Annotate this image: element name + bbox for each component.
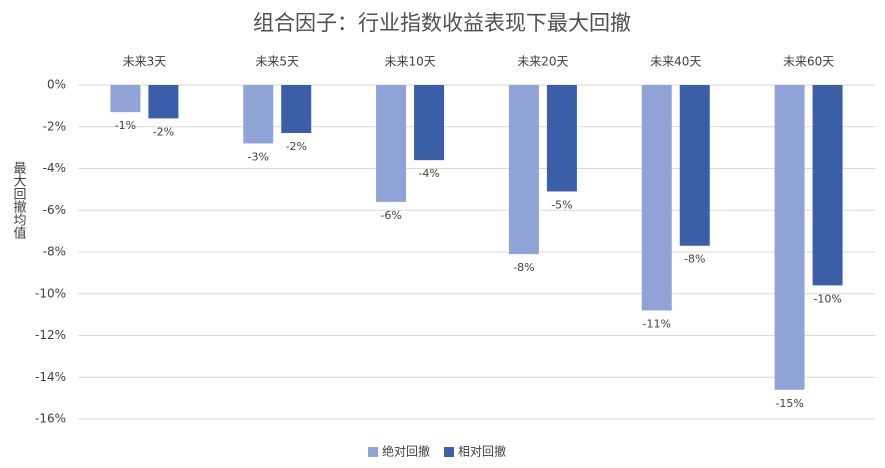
category-label: 未来20天 <box>517 55 568 69</box>
y-tick-label: -8% <box>43 245 66 259</box>
bar <box>148 85 179 119</box>
y-tick-label: -10% <box>35 286 66 300</box>
value-label: -15% <box>775 397 803 410</box>
value-label: -1% <box>115 119 136 132</box>
bar <box>546 85 577 192</box>
value-label: -5% <box>551 198 572 211</box>
value-label: -8% <box>684 253 705 266</box>
bar <box>774 85 805 390</box>
bar <box>508 85 539 255</box>
category-label: 未来10天 <box>384 55 435 69</box>
bar <box>281 85 312 134</box>
bar <box>812 85 843 286</box>
y-tick-label: -12% <box>35 328 66 342</box>
bar <box>110 85 141 113</box>
category-label: 未来5天 <box>255 55 299 69</box>
y-tick-label: 0% <box>47 78 66 92</box>
category-label: 未来60天 <box>783 55 834 69</box>
bar <box>641 85 672 311</box>
bar <box>414 85 445 161</box>
y-tick-label: -16% <box>35 412 66 426</box>
category-label: 未来40天 <box>650 55 701 69</box>
value-label: -2% <box>286 140 307 153</box>
bar <box>243 85 274 144</box>
y-tick-label: -4% <box>43 161 66 175</box>
chart-title: 组合因子：行业指数收益表现下最大回撤 <box>253 11 631 35</box>
bar <box>376 85 407 202</box>
y-tick-label: -2% <box>43 119 66 133</box>
value-label: -2% <box>153 125 174 138</box>
y-tick-label: -6% <box>43 203 66 217</box>
value-label: -10% <box>813 292 841 305</box>
legend-swatch <box>444 447 454 457</box>
y-axis-label: 最大回撤均值 <box>11 161 27 240</box>
value-label: -11% <box>643 317 671 330</box>
category-label: 未来3天 <box>123 55 167 69</box>
bar <box>679 85 710 246</box>
value-label: -8% <box>513 261 534 274</box>
legend-label: 绝对回撤 <box>382 444 430 459</box>
value-label: -4% <box>418 167 439 180</box>
y-tick-label: -14% <box>35 370 66 384</box>
legend-swatch <box>368 447 378 457</box>
value-label: -6% <box>380 209 401 222</box>
value-label: -3% <box>248 150 269 163</box>
legend-label: 相对回撤 <box>458 444 506 459</box>
